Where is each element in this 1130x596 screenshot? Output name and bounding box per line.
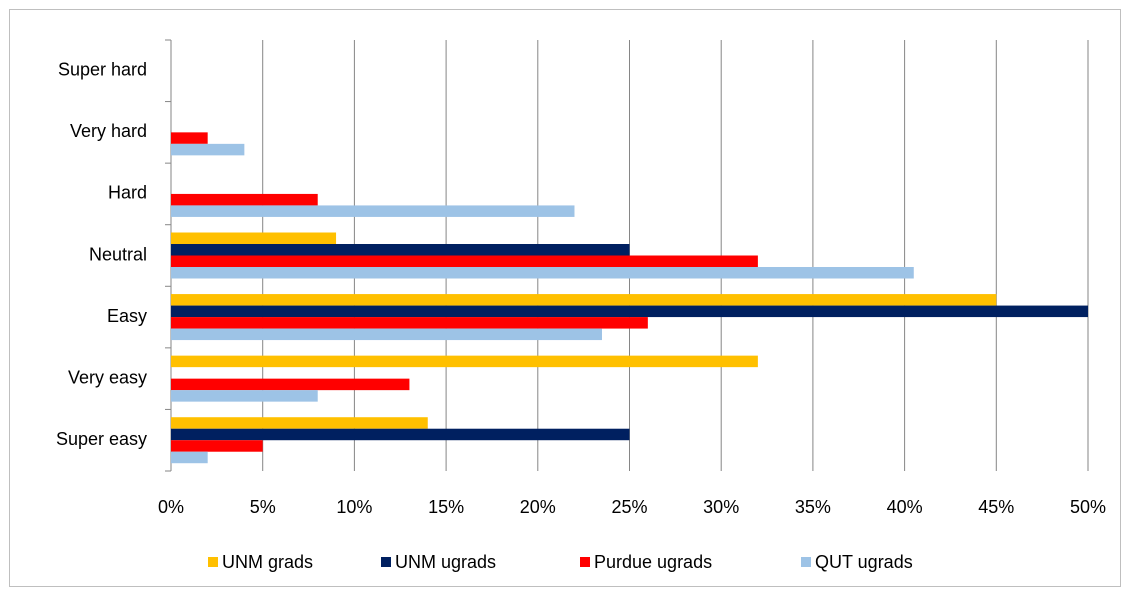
y-tick-label: Super hard: [58, 60, 147, 80]
bar: [171, 294, 997, 306]
legend-swatch: [801, 557, 811, 567]
y-tick-label: Very hard: [70, 121, 147, 141]
legend-swatch: [208, 557, 218, 567]
bar: [171, 417, 428, 429]
bar: [171, 255, 758, 267]
x-tick-label: 0%: [158, 497, 184, 517]
bar: [171, 390, 318, 402]
legend-swatch: [381, 557, 391, 567]
bar: [171, 317, 648, 329]
bar: [171, 328, 602, 341]
bar: [171, 440, 263, 452]
bar: [171, 232, 337, 244]
x-tick-label: 15%: [428, 497, 464, 517]
bar: [171, 193, 318, 206]
y-tick-label: Super easy: [56, 429, 147, 449]
y-tick-label: Neutral: [89, 244, 147, 264]
bar: [171, 428, 630, 441]
x-tick-label: 40%: [887, 497, 923, 517]
y-tick-label: Hard: [108, 183, 147, 203]
bar: [171, 378, 410, 391]
x-tick-label: 20%: [520, 497, 556, 517]
y-tick-label: Very easy: [68, 367, 147, 387]
bar: [171, 305, 1088, 318]
bar: [171, 205, 575, 217]
bar: [171, 132, 208, 144]
legend-label: Purdue ugrads: [594, 552, 712, 572]
x-tick-label: 45%: [978, 497, 1014, 517]
bar: [171, 267, 914, 279]
bar: [171, 355, 758, 368]
legend-label: UNM ugrads: [395, 552, 496, 572]
x-tick-label: 25%: [611, 497, 647, 517]
bar: [171, 143, 245, 156]
x-tick-label: 30%: [703, 497, 739, 517]
bar: [171, 244, 630, 256]
x-tick-label: 5%: [250, 497, 276, 517]
legend-label: UNM grads: [222, 552, 313, 572]
x-tick-label: 10%: [336, 497, 372, 517]
legend-swatch: [580, 557, 590, 567]
x-tick-label: 50%: [1070, 497, 1106, 517]
bar: [171, 451, 208, 464]
legend-label: QUT ugrads: [815, 552, 913, 572]
y-tick-label: Easy: [107, 306, 147, 326]
x-tick-label: 35%: [795, 497, 831, 517]
